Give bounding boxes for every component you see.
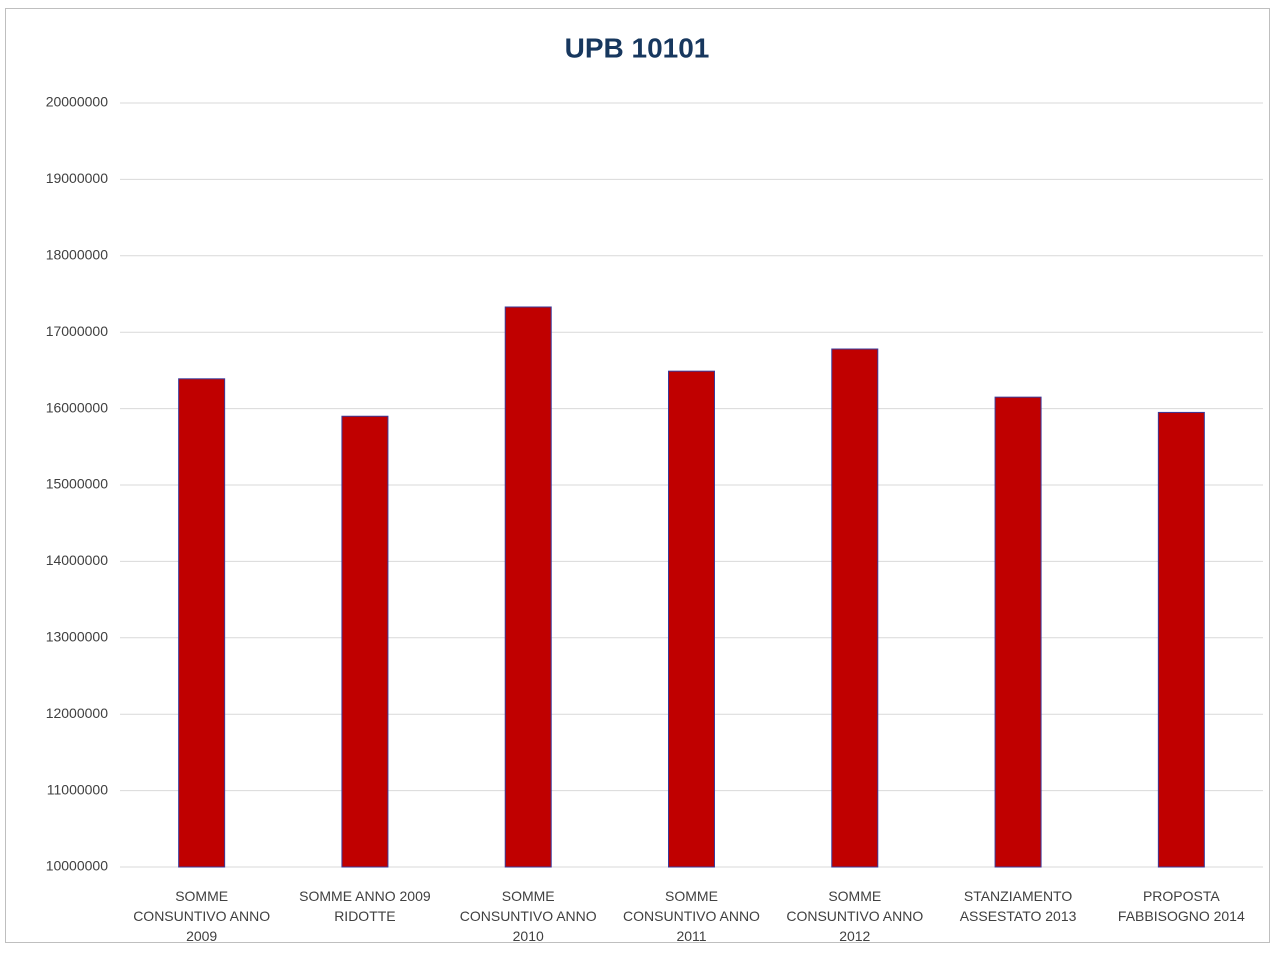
x-tick-label: SOMME CONSUNTIVO ANNO 2010 bbox=[459, 888, 597, 944]
x-tick-label: PROPOSTA FABBISOGNO 2014 bbox=[1117, 888, 1245, 924]
y-tick-label: 13000000 bbox=[46, 629, 109, 645]
y-tick-label: 15000000 bbox=[46, 476, 109, 492]
y-tick-label: 20000000 bbox=[46, 94, 109, 110]
bar bbox=[994, 396, 1042, 868]
x-tick-label: SOMME CONSUNTIVO ANNO 2011 bbox=[623, 888, 760, 944]
y-tick-label: 14000000 bbox=[46, 552, 109, 568]
bar bbox=[1157, 411, 1205, 868]
x-tick-label: STANZIAMENTO ASSESTATO 2013 bbox=[959, 888, 1077, 924]
x-tick-label: SOMME ANNO 2009 RIDOTTE bbox=[299, 888, 431, 924]
y-tick-label: 18000000 bbox=[46, 247, 109, 263]
y-tick-label: 17000000 bbox=[46, 323, 109, 339]
bar bbox=[668, 370, 715, 868]
bar bbox=[341, 415, 389, 868]
y-tick-label: 10000000 bbox=[46, 858, 109, 874]
y-tick-label: 12000000 bbox=[46, 705, 109, 721]
y-tick-label: 16000000 bbox=[46, 399, 109, 415]
bar bbox=[178, 378, 226, 868]
y-tick-label: 19000000 bbox=[46, 170, 109, 186]
x-tick-label: SOMME CONSUNTIVO ANNO 2009 bbox=[133, 888, 271, 944]
chart-title: UPB 10101 bbox=[565, 32, 710, 63]
bar bbox=[831, 348, 879, 868]
y-tick-label: 11000000 bbox=[47, 781, 108, 797]
bar bbox=[504, 306, 552, 868]
x-tick-label: SOMME CONSUNTIVO ANNO 2012 bbox=[786, 888, 924, 944]
